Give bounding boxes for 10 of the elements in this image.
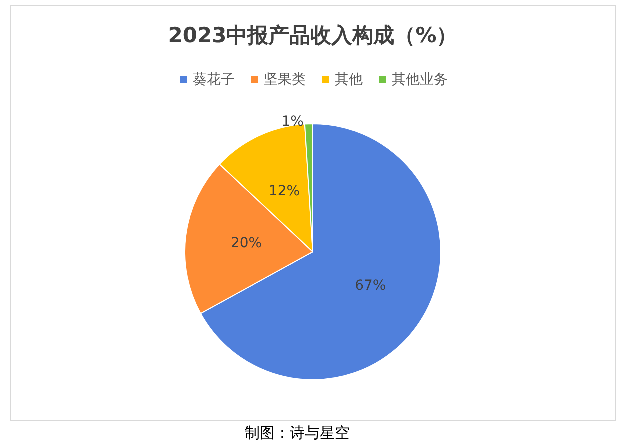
legend-label: 其他 — [335, 72, 363, 88]
legend-label: 葵花子 — [193, 72, 235, 88]
data-label: 12% — [268, 183, 300, 200]
text: 制图：诗与星空 — [245, 424, 350, 442]
data-label: 1% — [282, 114, 304, 130]
data-label: 20% — [230, 236, 262, 252]
chart-title: 2023中报产品收入构成（%） — [168, 24, 458, 48]
data-label: 67% — [355, 278, 386, 294]
legend-label: 其他业务 — [392, 72, 448, 88]
legend-label: 坚果类 — [264, 72, 306, 88]
